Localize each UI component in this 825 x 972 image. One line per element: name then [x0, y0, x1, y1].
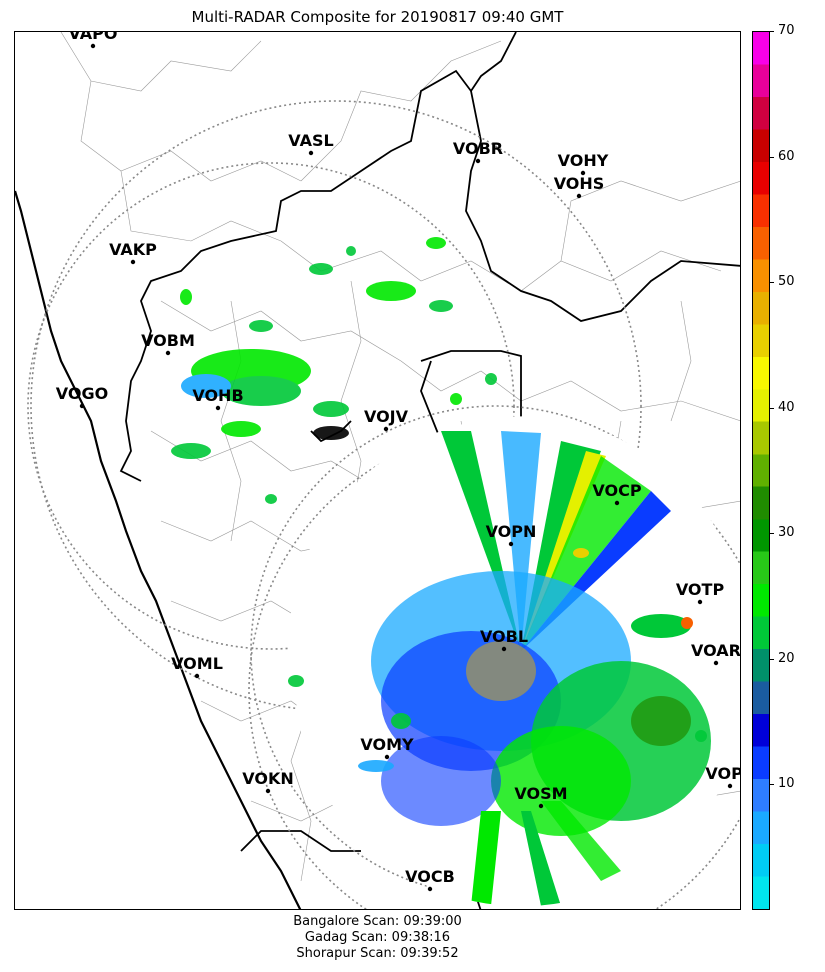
scan-times: Bangalore Scan: 09:39:00 Gadag Scan: 09:…: [14, 914, 741, 962]
colorbar-tick: 70: [770, 23, 795, 38]
station-vopn[interactable]: VOPN: [486, 522, 537, 547]
station-label: VOHS: [554, 174, 605, 193]
station-marker: [130, 259, 136, 265]
colorbar-ticks: 70 60 50 40 30 20 10: [770, 23, 825, 910]
station-marker: [576, 193, 582, 199]
radar-stations: VAPO VASL VOBR VOHY VOHS VAKP VOBM VOGO VOHB VOJV…: [56, 32, 741, 892]
station-marker: [90, 43, 96, 49]
map-title: Multi-RADAR Composite for 20190817 09:40…: [191, 8, 564, 26]
station-marker: [427, 886, 433, 892]
station-vohb[interactable]: VOHB: [192, 386, 244, 411]
station-vomy[interactable]: VOMY: [360, 735, 414, 760]
station-marker: [215, 405, 221, 411]
station-label: VOBM: [141, 331, 195, 350]
station-marker: [697, 599, 703, 605]
colorbar-tick-label: 60: [778, 148, 795, 164]
station-marker: [614, 500, 620, 506]
scan-time-shorapur: Shorapur Scan: 09:39:52: [296, 946, 459, 961]
station-vohs[interactable]: VOHS: [554, 174, 605, 199]
station-marker: [265, 788, 271, 794]
colorbar-tick-label: 50: [778, 274, 795, 290]
station-votp[interactable]: VOTP: [676, 580, 725, 605]
station-label: VOCB: [405, 867, 455, 886]
colorbar-tick-label: 30: [778, 525, 795, 541]
radar-echoes: [171, 237, 740, 907]
station-label: VOJV: [364, 407, 409, 426]
station-vobr[interactable]: VOBR: [453, 139, 503, 164]
station-vohy[interactable]: VOHY: [558, 151, 609, 176]
station-vopc[interactable]: VOPC: [705, 764, 741, 789]
station-vapo[interactable]: VAPO: [68, 32, 118, 49]
scan-time-gadag: Gadag Scan: 09:38:16: [304, 930, 451, 945]
station-marker: [194, 673, 200, 679]
station-label: VOHY: [558, 151, 609, 170]
reflectivity-colorbar: [752, 31, 770, 910]
station-vobm[interactable]: VOBM: [141, 331, 195, 356]
radar-map[interactable]: VAPO VASL VOBR VOHY VOHS VAKP VOBM VOGO VOHB VOJV…: [14, 31, 741, 910]
range-rings: [27, 100, 740, 909]
station-label: VAKP: [109, 240, 157, 259]
station-marker: [727, 783, 733, 789]
station-label: VOCP: [592, 481, 641, 500]
station-vobl[interactable]: VOBL: [480, 627, 528, 652]
station-label: VOKN: [242, 769, 294, 788]
station-voml[interactable]: VOML: [171, 654, 223, 679]
station-label: VOAR: [691, 641, 741, 660]
station-marker: [383, 426, 389, 432]
colorbar-tick: 30: [770, 525, 795, 540]
station-label: VASL: [288, 131, 333, 150]
station-label: VOBR: [453, 139, 503, 158]
station-marker: [475, 158, 481, 164]
station-vokn[interactable]: VOKN: [242, 769, 294, 794]
station-label: VOGO: [56, 384, 108, 403]
station-marker: [580, 170, 586, 176]
station-marker: [79, 403, 85, 409]
colorbar-tick: 20: [770, 651, 795, 666]
station-vasl[interactable]: VASL: [288, 131, 334, 156]
colorbar-tick: 50: [770, 274, 795, 289]
station-vojv[interactable]: VOJV: [364, 407, 409, 432]
station-vogo[interactable]: VOGO: [56, 384, 108, 409]
station-marker: [384, 754, 390, 760]
colorbar-tick: 40: [770, 400, 795, 415]
station-marker: [165, 350, 171, 356]
map-canvas: VAPO VASL VOBR VOHY VOHS VAKP VOBM VOGO VOHB VOJV…: [15, 32, 741, 909]
station-marker: [713, 660, 719, 666]
colorbar-tick: 60: [770, 149, 795, 164]
colorbar-tick-label: 40: [778, 399, 795, 415]
station-label: VOHB: [192, 386, 243, 405]
scan-time-bangalore: Bangalore Scan: 09:39:00: [293, 914, 462, 929]
colorbar-tick-label: 10: [778, 776, 795, 792]
station-marker: [501, 646, 507, 652]
station-label: VOTP: [676, 580, 725, 599]
colorbar-tick: 10: [770, 776, 795, 791]
station-marker: [538, 803, 544, 809]
station-vosm[interactable]: VOSM: [514, 784, 568, 809]
station-label: VOBL: [480, 627, 528, 646]
colorbar-tick-label: 20: [778, 650, 795, 666]
station-vakp[interactable]: VAKP: [109, 240, 157, 265]
station-label: VOPC: [705, 764, 741, 783]
station-marker: [508, 541, 514, 547]
station-voar[interactable]: VOAR: [691, 641, 741, 666]
station-label: VAPO: [68, 32, 117, 43]
station-label: VOPN: [486, 522, 537, 541]
station-label: VOML: [171, 654, 223, 673]
station-vocb[interactable]: VOCB: [405, 867, 455, 892]
coastline: [15, 190, 302, 909]
colorbar-tick-label: 70: [778, 23, 795, 38]
station-label: VOMY: [360, 735, 414, 754]
station-marker: [308, 150, 314, 156]
station-label: VOSM: [514, 784, 567, 803]
station-vocp[interactable]: VOCP: [592, 481, 642, 506]
